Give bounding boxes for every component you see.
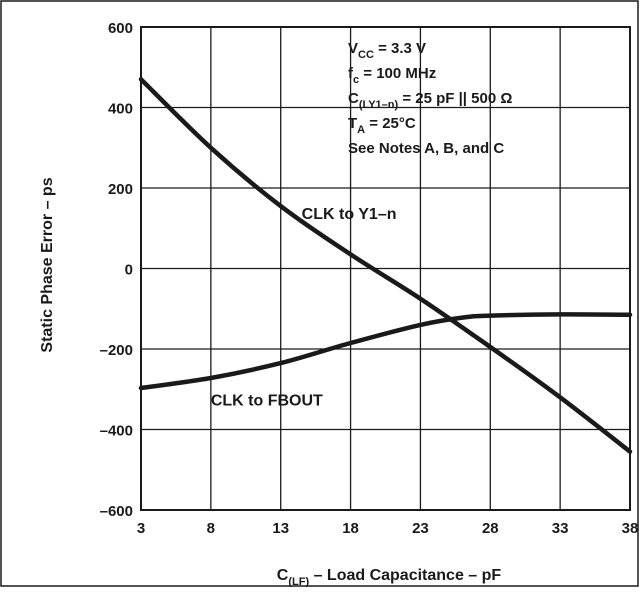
y-tick-label: 200 — [108, 181, 133, 198]
annotation-line: VCC = 3.3 V — [348, 40, 426, 61]
x-tick-label: 28 — [482, 520, 499, 537]
y-tick-label: –600 — [100, 503, 133, 520]
grid-layer — [140, 26, 631, 511]
plot-area-border — [140, 26, 631, 511]
series-label-layer: CLK to Y1–n CLK to FBOUT — [211, 206, 397, 409]
annotation-line: C(LY1–n) = 25 pF || 500 Ω — [348, 90, 512, 111]
y-tick-label: –200 — [100, 342, 133, 359]
x-axis-title: C(LF) – Load Capacitance – pF — [277, 567, 502, 587]
annotation-line: fc = 100 MHz — [348, 65, 436, 86]
annotation-line: TA = 25°C — [348, 115, 416, 136]
conditions-annotation: VCC = 3.3 V fc = 100 MHz C(LY1–n) = 25 pF … — [348, 40, 512, 157]
y-tick-label: 600 — [108, 20, 133, 37]
series-line-clk-to-y1n — [138, 77, 633, 454]
x-tick-label: 23 — [412, 520, 429, 537]
x-axis-title-prefix: C — [277, 567, 289, 584]
x-tick-label: 38 — [622, 520, 639, 537]
x-axis-title-rest: – Load Capacitance – pF — [309, 567, 501, 584]
x-tick-label: 33 — [552, 520, 569, 537]
x-tick-label: 8 — [207, 520, 215, 537]
series-layer — [138, 77, 633, 454]
annotation-line: See Notes A, B, and C — [348, 140, 504, 157]
y-axis-title: Static Phase Error – ps — [39, 177, 56, 352]
series-label-clk-to-y1n: CLK to Y1–n — [302, 206, 397, 223]
x-tick-label: 18 — [342, 520, 359, 537]
series-label-clk-to-fbout: CLK to FBOUT — [211, 392, 323, 409]
series-line-clk-to-fbout — [138, 312, 633, 391]
y-tick-label: 400 — [108, 101, 133, 118]
y-tick-label: –400 — [100, 423, 133, 440]
x-tick-label: 13 — [272, 520, 289, 537]
x-tick-label: 3 — [137, 520, 145, 537]
y-tick-label: 0 — [125, 262, 133, 279]
x-axis-title-subscript: (LF) — [288, 576, 309, 587]
